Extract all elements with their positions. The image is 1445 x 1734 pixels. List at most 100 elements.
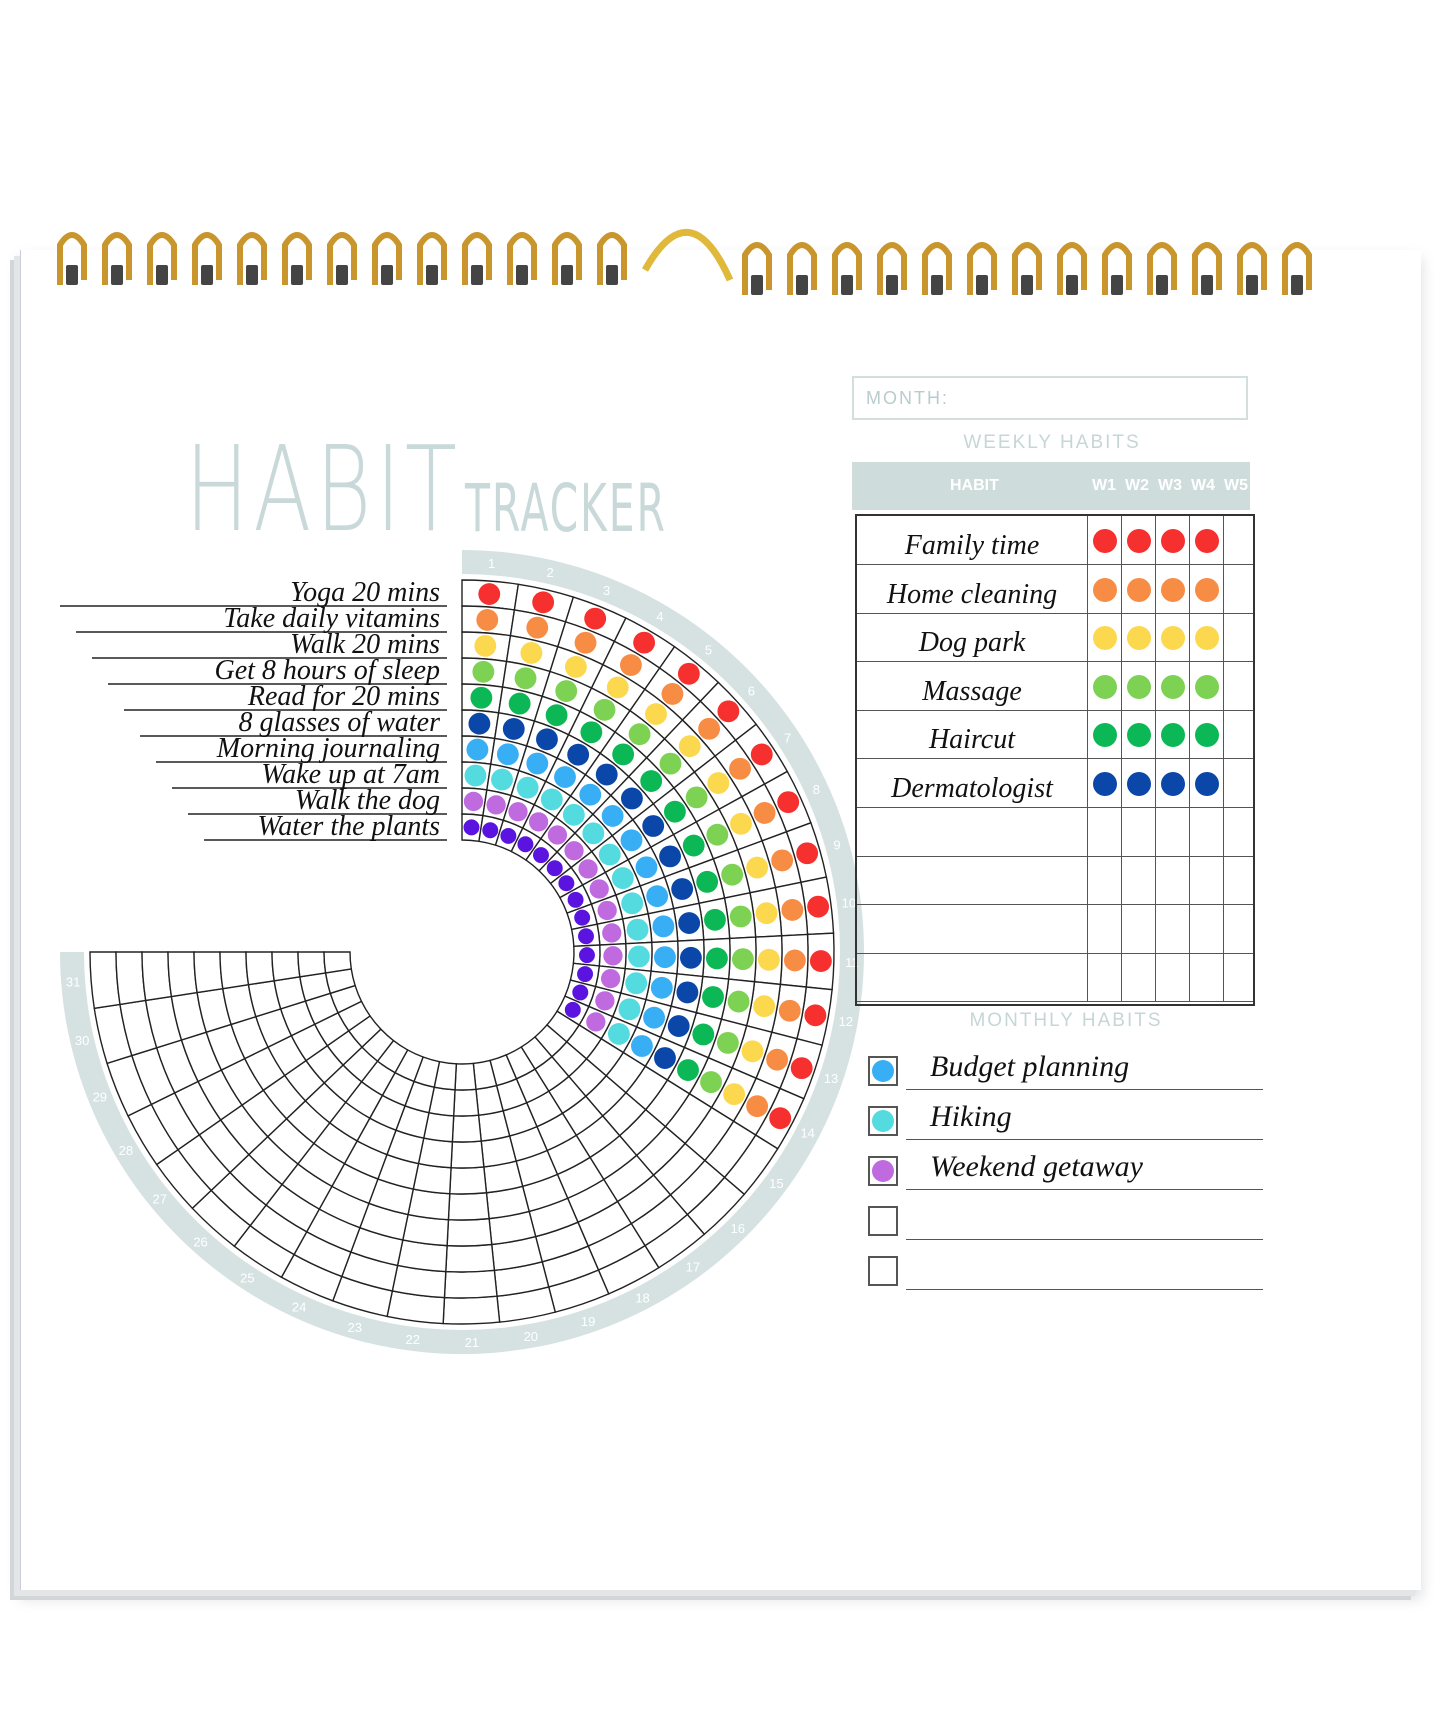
day-habit-cell[interactable]	[445, 1243, 496, 1273]
week-cell[interactable]	[1087, 807, 1122, 856]
week-cell[interactable]	[1121, 953, 1156, 1002]
day-habit-cell[interactable]	[443, 1269, 498, 1299]
spiral-coil	[1282, 242, 1312, 295]
week-cell[interactable]	[1223, 953, 1258, 1002]
spiral-coil	[877, 242, 907, 295]
week-cell[interactable]	[1121, 516, 1156, 564]
week-cell[interactable]	[1121, 856, 1156, 905]
habit-done-dot	[470, 686, 493, 709]
day-habit-cell[interactable]	[245, 951, 275, 986]
week-cell[interactable]	[1087, 759, 1122, 807]
week-cell[interactable]	[1223, 516, 1258, 564]
week-cell[interactable]	[1087, 856, 1122, 905]
week-cell[interactable]	[1155, 856, 1190, 905]
week-cell[interactable]	[1189, 856, 1224, 905]
month-field[interactable]: MONTH:	[852, 376, 1248, 420]
week-cell[interactable]	[1087, 904, 1122, 953]
week-done-dot	[1127, 529, 1151, 553]
day-habit-cell[interactable]	[447, 1191, 490, 1221]
week-cell[interactable]	[1189, 661, 1224, 710]
spiral-coil	[57, 232, 87, 285]
week-cell[interactable]	[1155, 710, 1190, 759]
day-habit-cell[interactable]	[141, 951, 173, 1002]
habit-done-dot	[755, 902, 778, 925]
week-cell[interactable]	[1155, 564, 1190, 613]
week-cell[interactable]	[1223, 710, 1258, 759]
week-cell[interactable]	[1189, 564, 1224, 613]
spiral-coil	[742, 242, 772, 295]
week-cell[interactable]	[1087, 953, 1122, 1002]
week-cell[interactable]	[1155, 953, 1190, 1002]
day-habit-cell[interactable]	[193, 951, 224, 994]
week-cell[interactable]	[1155, 516, 1190, 564]
week-cell[interactable]	[1087, 516, 1122, 564]
week-cell[interactable]	[1087, 613, 1122, 662]
week-done-dot	[1127, 723, 1151, 748]
week-cell[interactable]	[1155, 759, 1190, 807]
habit-done-dot	[729, 757, 751, 780]
week-cell[interactable]	[1189, 904, 1224, 953]
week-cell[interactable]	[1223, 613, 1258, 662]
day-habit-cell[interactable]	[219, 951, 250, 990]
habit-done-dot	[766, 1048, 789, 1071]
week-cell[interactable]	[1223, 856, 1258, 905]
monthly-habit-checkbox[interactable]	[868, 1206, 898, 1236]
spiral-coil	[462, 232, 492, 285]
day-habit-cell[interactable]	[454, 1062, 477, 1091]
week-cell[interactable]	[1087, 661, 1122, 710]
week-cell[interactable]	[1189, 759, 1224, 807]
day-habit-cell[interactable]	[167, 951, 198, 998]
week-cell[interactable]	[1121, 661, 1156, 710]
week-cell[interactable]	[1189, 710, 1224, 759]
week-cell[interactable]	[1189, 516, 1224, 564]
weekly-habit-name	[857, 808, 1087, 856]
week-cell[interactable]	[1155, 904, 1190, 953]
week-cell[interactable]	[1121, 564, 1156, 613]
week-done-dot	[1195, 529, 1219, 553]
week-cell[interactable]	[1087, 710, 1122, 759]
day-habit-cell[interactable]	[271, 951, 301, 982]
day-number: 16	[731, 1221, 745, 1236]
week-cell[interactable]	[1121, 710, 1156, 759]
week-cell[interactable]	[1121, 613, 1156, 662]
header-w4: W4	[1191, 477, 1215, 494]
day-habit-cell[interactable]	[417, 1137, 454, 1169]
monthly-habit-checkbox[interactable]	[868, 1106, 898, 1136]
week-done-dot	[1161, 674, 1185, 699]
week-cell[interactable]	[1223, 759, 1258, 807]
habit-done-dot	[546, 860, 563, 877]
day-habit-cell[interactable]	[323, 951, 353, 974]
day-habit-cell[interactable]	[451, 1114, 482, 1143]
day-habit-cell[interactable]	[297, 951, 327, 978]
week-cell[interactable]	[1223, 661, 1258, 710]
day-habit-cell[interactable]	[452, 1088, 480, 1117]
day-habit-cell[interactable]	[450, 1140, 485, 1169]
monthly-habit-line	[906, 1289, 1263, 1290]
week-cell[interactable]	[1087, 564, 1122, 613]
day-habit-cell[interactable]	[115, 951, 147, 1006]
monthly-habit-checkbox[interactable]	[868, 1056, 898, 1086]
week-cell[interactable]	[1189, 953, 1224, 1002]
week-cell[interactable]	[1189, 807, 1224, 856]
day-habit-cell[interactable]	[446, 1217, 493, 1247]
monthly-habit-checkbox[interactable]	[868, 1156, 898, 1186]
day-habit-cell[interactable]	[449, 1166, 488, 1195]
week-cell[interactable]	[1121, 807, 1156, 856]
week-cell[interactable]	[1121, 759, 1156, 807]
monthly-habit-name: Weekend getaway	[930, 1150, 1143, 1183]
week-cell[interactable]	[1121, 904, 1156, 953]
habit-done-dot	[727, 990, 750, 1013]
week-cell[interactable]	[1155, 613, 1190, 662]
weekly-habit-row: Dermatologist	[857, 759, 1253, 808]
week-cell[interactable]	[1223, 807, 1258, 856]
week-cell[interactable]	[1223, 564, 1258, 613]
monthly-habit-checkbox[interactable]	[868, 1256, 898, 1286]
day-habit-cell[interactable]	[442, 1295, 501, 1325]
week-cell[interactable]	[1155, 807, 1190, 856]
day-habit-cell[interactable]	[412, 1162, 452, 1195]
week-cell[interactable]	[1223, 904, 1258, 953]
week-cell[interactable]	[1155, 661, 1190, 710]
spiral-coil	[1192, 242, 1222, 295]
week-cell[interactable]	[1189, 613, 1224, 662]
week-done-dot	[1195, 723, 1219, 748]
